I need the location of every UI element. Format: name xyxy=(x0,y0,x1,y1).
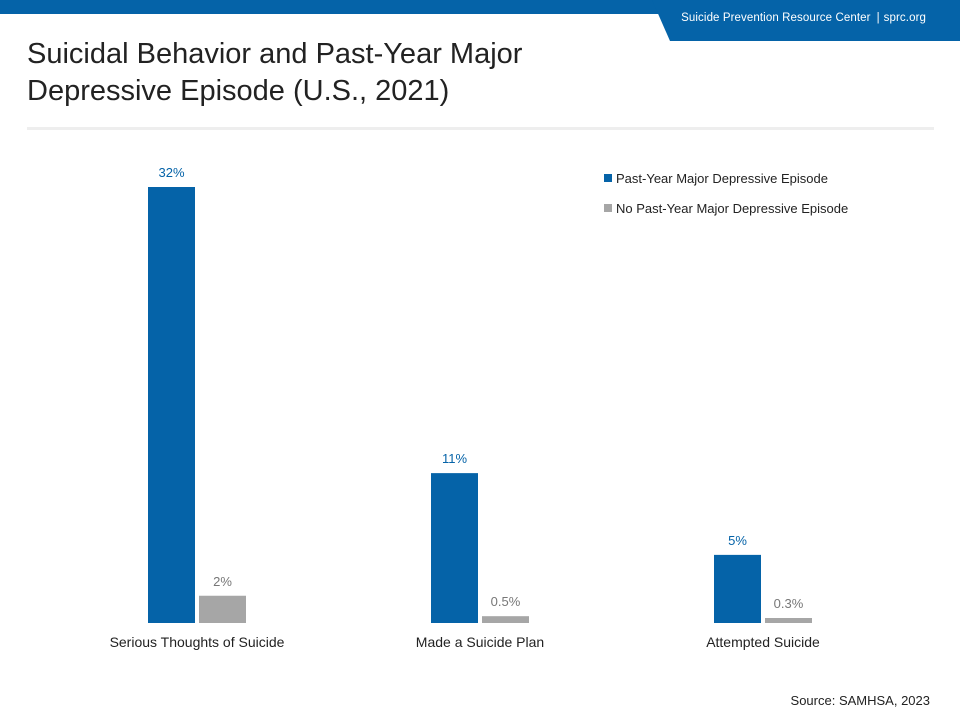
legend-label-series-1: Past-Year Major Depressive Episode xyxy=(616,170,828,186)
site-link[interactable]: sprc.org xyxy=(883,12,926,24)
data-label-made-a-suicide-plan-series-1: 11% xyxy=(442,451,467,466)
category-label-attempted-suicide: Attempted Suicide xyxy=(706,634,820,650)
legend-swatch-series-2 xyxy=(604,204,612,212)
bar-made-a-suicide-plan-series-1 xyxy=(431,473,478,623)
title-divider xyxy=(27,127,934,130)
data-label-made-a-suicide-plan-series-2: 0.5% xyxy=(491,594,521,609)
source-note: Source: SAMHSA, 2023 xyxy=(790,693,930,708)
page-title: Suicidal Behavior and Past-Year Major De… xyxy=(27,38,523,107)
legend-label-series-2: No Past-Year Major Depressive Episode xyxy=(616,200,849,216)
brand-tab: Suicide Prevention Resource Center | sprc.… xyxy=(652,0,960,41)
data-label-attempted-suicide-series-2: 0.3% xyxy=(774,596,804,611)
brand-text: Suicide Prevention Resource Center | sprc.… xyxy=(681,12,926,24)
brand-separator: | xyxy=(876,12,880,24)
chart-legend: Past-Year Major Depressive Episode No Pa… xyxy=(604,170,848,230)
category-label-made-a-suicide-plan: Made a Suicide Plan xyxy=(416,634,544,650)
category-label-serious-thoughts-of-suicide: Serious Thoughts of Suicide xyxy=(110,634,285,650)
bar-attempted-suicide-series-2 xyxy=(765,618,812,623)
data-label-serious-thoughts-of-suicide-series-1: 32% xyxy=(158,165,184,180)
bar-serious-thoughts-of-suicide-series-1 xyxy=(148,187,195,623)
data-label-attempted-suicide-series-1: 5% xyxy=(728,533,747,548)
bar-serious-thoughts-of-suicide-series-2 xyxy=(199,595,246,623)
legend-item-series-1: Past-Year Major Depressive Episode xyxy=(604,170,848,186)
bar-attempted-suicide-series-1 xyxy=(714,554,761,623)
data-label-serious-thoughts-of-suicide-series-2: 2% xyxy=(213,574,232,589)
legend-swatch-series-1 xyxy=(604,174,612,182)
legend-item-series-2: No Past-Year Major Depressive Episode xyxy=(604,200,848,216)
org-name: Suicide Prevention Resource Center xyxy=(681,12,871,24)
bar-made-a-suicide-plan-series-2 xyxy=(482,616,529,623)
